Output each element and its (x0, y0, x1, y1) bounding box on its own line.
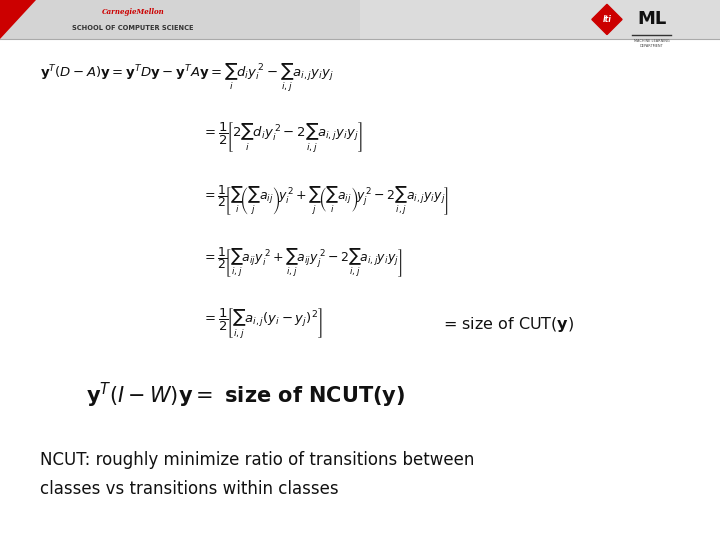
Text: CarnegieMellon: CarnegieMellon (102, 8, 165, 16)
Polygon shape (592, 4, 622, 35)
Text: $= \dfrac{1}{2}\!\left[2\sum_i d_i y_i^{\,2} - 2\sum_{i,j} a_{i,j} y_i y_j\right: $= \dfrac{1}{2}\!\left[2\sum_i d_i y_i^{… (202, 120, 362, 155)
Polygon shape (0, 0, 36, 39)
Text: SCHOOL OF COMPUTER SCIENCE: SCHOOL OF COMPUTER SCIENCE (73, 25, 194, 31)
Text: classes vs transitions within classes: classes vs transitions within classes (40, 480, 338, 498)
Text: lti: lti (603, 15, 611, 24)
Text: $= \dfrac{1}{2}\!\left[\sum_i\!\left(\sum_j a_{ij}\right)\!y_i^{\,2} + \sum_j\!\: $= \dfrac{1}{2}\!\left[\sum_i\!\left(\su… (202, 183, 449, 217)
Text: MACHINE LEARNING
DEPARTMENT: MACHINE LEARNING DEPARTMENT (634, 39, 670, 48)
Text: ML: ML (637, 10, 666, 29)
Text: = size of CUT($\mathbf{y}$): = size of CUT($\mathbf{y}$) (443, 314, 574, 334)
Text: $\mathbf{y}^T(D-A)\mathbf{y} = \mathbf{y}^T D\mathbf{y} - \mathbf{y}^T A\mathbf{: $\mathbf{y}^T(D-A)\mathbf{y} = \mathbf{y… (40, 62, 333, 94)
Bar (0, 0, 720, 39)
Text: $\mathbf{y}^T(I - W)\mathbf{y} = $ size of NCUT($\mathbf{y}$): $\mathbf{y}^T(I - W)\mathbf{y} = $ size … (86, 381, 405, 410)
Text: $= \dfrac{1}{2}\!\left[\sum_{i,j} a_{ij} y_i^{\,2} + \sum_{i,j} a_{ij} y_j^{\,2}: $= \dfrac{1}{2}\!\left[\sum_{i,j} a_{ij}… (202, 245, 402, 279)
Text: NCUT: roughly minimize ratio of transitions between: NCUT: roughly minimize ratio of transiti… (40, 451, 474, 469)
Text: $= \dfrac{1}{2}\!\left[\sum_{i,j} a_{i,j}(y_i - y_j)^2\right]$: $= \dfrac{1}{2}\!\left[\sum_{i,j} a_{i,j… (202, 307, 323, 341)
Bar (360, 0, 720, 39)
